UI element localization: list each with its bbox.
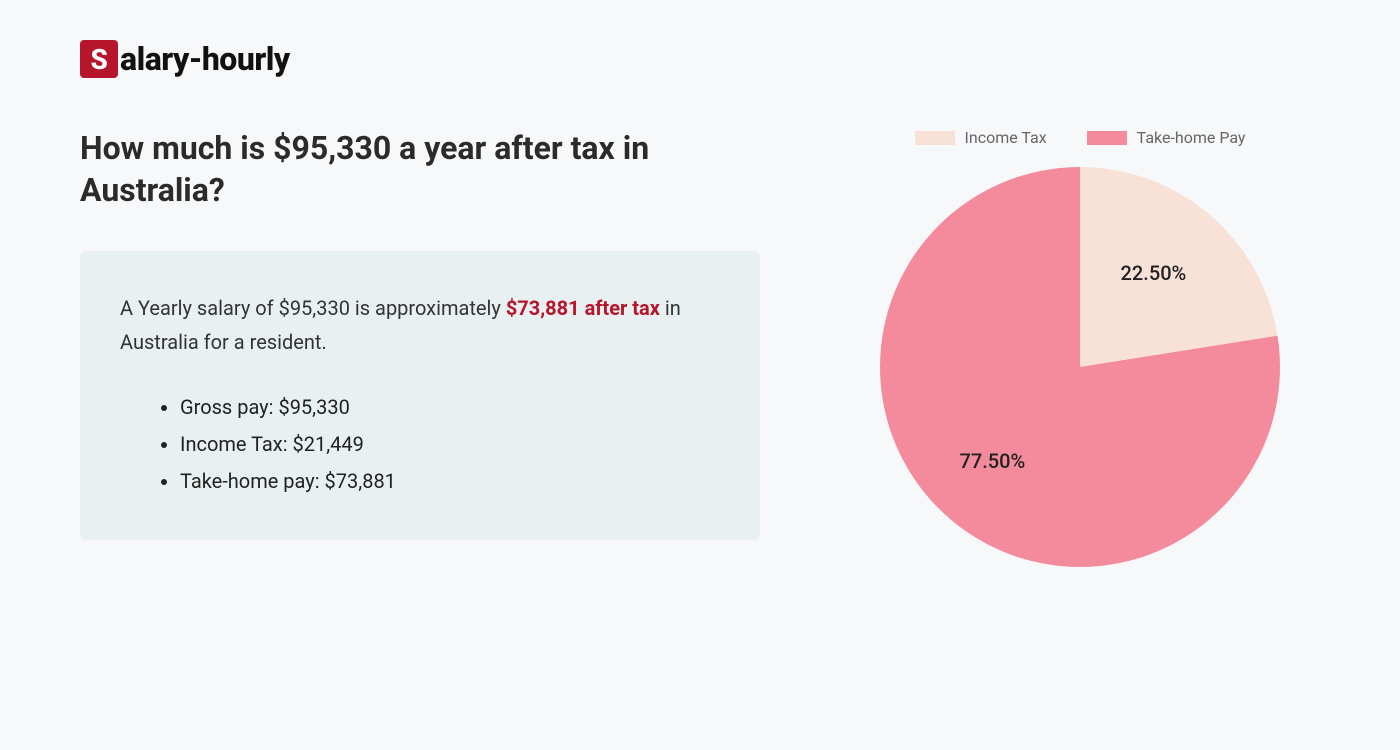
slice-label-take-home: 77.50% <box>959 449 1025 473</box>
summary-box: A Yearly salary of $95,330 is approximat… <box>80 251 760 540</box>
summary-bullets: Gross pay: $95,330 Income Tax: $21,449 T… <box>120 389 720 500</box>
bullet-item: Income Tax: $21,449 <box>180 426 720 463</box>
main-content: How much is $95,330 a year after tax in … <box>80 128 1320 567</box>
bullet-item: Gross pay: $95,330 <box>180 389 720 426</box>
logo-text: alary-hourly <box>120 40 290 78</box>
slice-label-income-tax: 22.50% <box>1121 261 1187 285</box>
chart-legend: Income Tax Take-home Pay <box>840 128 1320 147</box>
summary-prefix: A Yearly salary of $95,330 is approximat… <box>120 296 506 320</box>
page-title: How much is $95,330 a year after tax in … <box>80 128 760 211</box>
chart-column: Income Tax Take-home Pay 22.50% 77.50% <box>840 128 1320 567</box>
bullet-item: Take-home pay: $73,881 <box>180 463 720 500</box>
legend-swatch <box>915 131 955 145</box>
legend-label: Take-home Pay <box>1137 128 1246 147</box>
legend-swatch <box>1087 131 1127 145</box>
site-logo: Salary-hourly <box>80 40 1320 78</box>
summary-text: A Yearly salary of $95,330 is approximat… <box>120 291 720 359</box>
legend-label: Income Tax <box>965 128 1047 147</box>
logo-box: S <box>80 40 118 78</box>
left-column: How much is $95,330 a year after tax in … <box>80 128 760 567</box>
legend-item-income-tax: Income Tax <box>915 128 1047 147</box>
pie-chart: 22.50% 77.50% <box>880 167 1280 567</box>
summary-highlight: $73,881 after tax <box>506 296 660 320</box>
pie-slices <box>880 167 1280 567</box>
legend-item-take-home: Take-home Pay <box>1087 128 1246 147</box>
